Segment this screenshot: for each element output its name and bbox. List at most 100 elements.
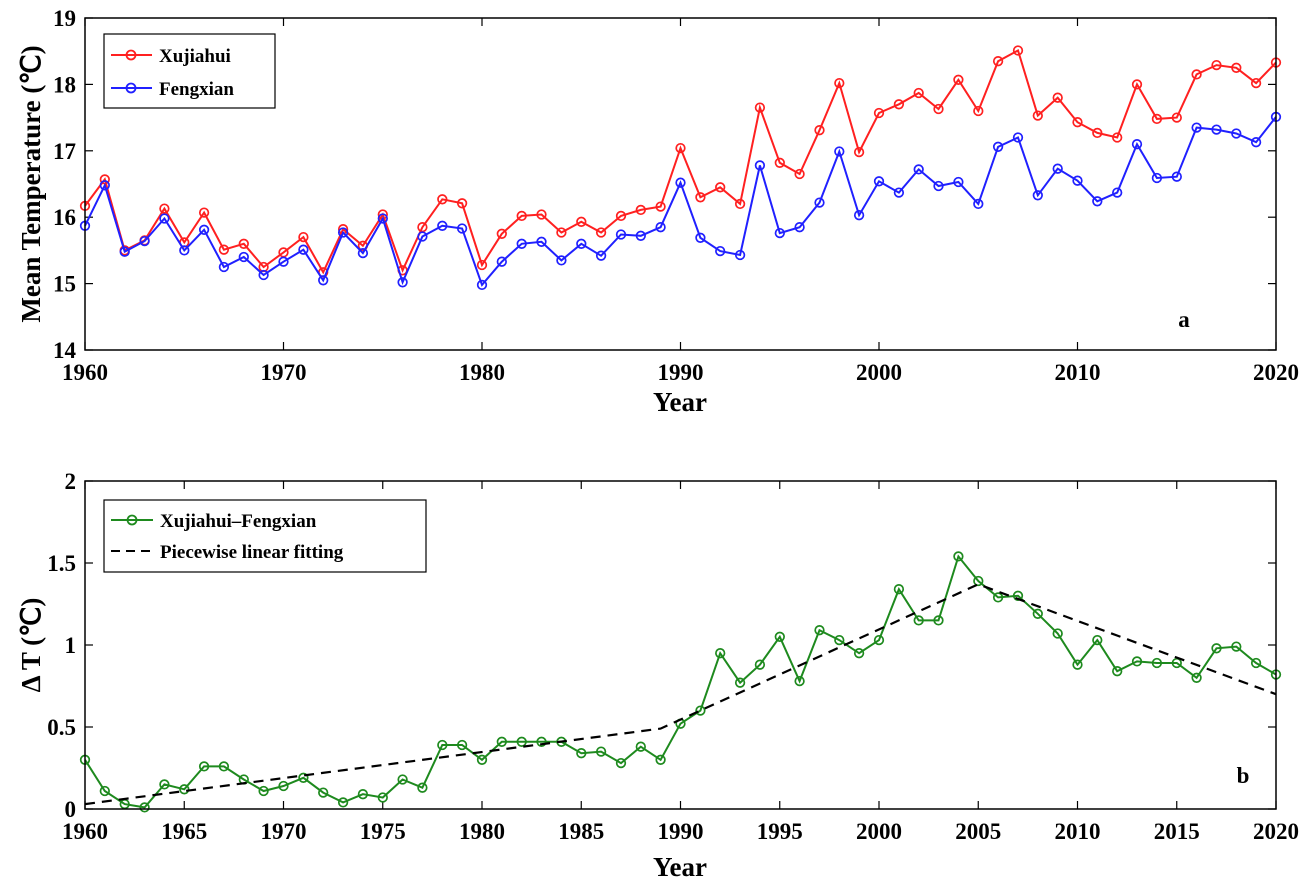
- data-point-xujiahui: [973, 105, 984, 117]
- data-point-fengxian: [754, 160, 766, 171]
- data-point-xujiahui-fengxian: [99, 785, 110, 797]
- panel-a-ylabel: Mean Temperature (℃): [16, 45, 46, 322]
- data-point-fengxian: [1171, 171, 1182, 182]
- data-point-fengxian: [99, 180, 110, 191]
- data-point-xujiahui-fengxian: [953, 551, 964, 562]
- data-point-xujiahui-fengxian: [893, 584, 905, 595]
- data-point-xujiahui-fengxian: [655, 754, 666, 765]
- data-point-xujiahui: [238, 238, 249, 249]
- data-point-fengxian: [437, 220, 448, 231]
- panel-b-xtick-label: 2020: [1253, 819, 1299, 844]
- data-point-xujiahui-fengxian: [298, 772, 309, 783]
- data-point-fengxian: [1131, 139, 1143, 150]
- data-point-xujiahui-fengxian: [179, 784, 190, 795]
- panel-b-xtick-label: 1990: [658, 819, 704, 844]
- data-point-xujiahui-fengxian: [476, 754, 488, 765]
- panel-a-legend-box: [103, 33, 276, 109]
- panel-a-ytick-label: 18: [53, 72, 76, 97]
- data-point-xujiahui-fengxian: [754, 659, 766, 670]
- panel-b-legend-box: [103, 499, 427, 573]
- panel-a-ytick-label: 16: [53, 205, 76, 230]
- data-point-xujiahui-fengxian: [1072, 659, 1083, 670]
- data-point-fengxian: [675, 177, 686, 188]
- data-point-xujiahui-fengxian: [456, 739, 468, 751]
- data-point-xujiahui-fengxian: [1191, 672, 1202, 683]
- data-point-fengxian: [715, 245, 726, 257]
- data-point-xujiahui: [595, 227, 607, 238]
- data-point-xujiahui-fengxian: [814, 625, 825, 636]
- data-point-xujiahui: [456, 198, 468, 209]
- data-point-fengxian: [953, 176, 964, 188]
- panel-b-xtick-label: 2005: [955, 819, 1001, 844]
- legend-label-difference: Xujiahui–Fengxian: [160, 511, 317, 532]
- data-point-xujiahui: [1191, 69, 1202, 80]
- legend-label-fit: Piecewise linear fitting: [160, 542, 344, 563]
- panel-b-ylabel: Δ T (℃): [16, 598, 46, 693]
- panel-a-tag: a: [1178, 307, 1190, 332]
- data-point-xujiahui-fengxian: [576, 748, 587, 759]
- data-point-xujiahui-fengxian: [1092, 634, 1103, 646]
- data-point-xujiahui: [198, 207, 210, 218]
- data-point-xujiahui: [715, 182, 726, 193]
- data-point-xujiahui-fengxian: [1211, 643, 1222, 654]
- data-point-xujiahui: [1092, 127, 1103, 139]
- data-point-xujiahui-fengxian: [1151, 657, 1163, 669]
- data-point-xujiahui-fengxian: [218, 761, 230, 772]
- data-point-xujiahui-fengxian: [595, 746, 607, 757]
- data-point-fengxian: [119, 246, 130, 257]
- panel-b-tag: b: [1237, 763, 1250, 788]
- data-point-xujiahui: [1072, 117, 1083, 128]
- data-point-fengxian: [536, 236, 547, 247]
- data-point-xujiahui-fengxian: [715, 648, 726, 659]
- panel-a-ytick-label: 14: [53, 338, 77, 363]
- data-point-fengxian: [179, 245, 190, 256]
- data-point-xujiahui: [953, 74, 964, 85]
- panel-a-xlabel: Year: [653, 387, 707, 417]
- panel-b-xtick-label: 1975: [360, 819, 406, 844]
- data-point-fengxian: [377, 213, 388, 224]
- data-point-xujiahui-fengxian: [357, 789, 369, 800]
- data-point-fengxian: [198, 224, 210, 235]
- data-point-xujiahui: [754, 102, 766, 113]
- series-line-xujiahui-fengxian: [84, 554, 1277, 809]
- data-point-xujiahui: [437, 194, 448, 205]
- data-point-fengxian: [159, 213, 170, 224]
- data-point-fengxian: [1231, 128, 1242, 139]
- data-point-xujiahui-fengxian: [417, 782, 428, 793]
- data-point-xujiahui: [1250, 77, 1262, 89]
- data-point-fengxian: [1250, 137, 1262, 148]
- data-point-xujiahui-fengxian: [734, 677, 746, 688]
- data-point-xujiahui: [556, 227, 567, 238]
- legend-marker-difference: [126, 514, 138, 526]
- panel-b-xtick-label: 2010: [1055, 819, 1101, 844]
- data-point-xujiahui: [1052, 92, 1063, 103]
- data-point-xujiahui-fengxian: [853, 648, 865, 659]
- data-point-xujiahui: [1231, 62, 1242, 73]
- data-point-xujiahui: [496, 228, 507, 239]
- data-point-xujiahui-fengxian: [258, 785, 269, 797]
- data-point-fengxian: [695, 232, 706, 243]
- data-point-xujiahui: [298, 231, 309, 243]
- data-point-xujiahui: [675, 142, 686, 154]
- legend-label-fengxian: Fengxian: [159, 79, 234, 100]
- data-point-xujiahui-fengxian: [635, 741, 646, 752]
- data-point-xujiahui-fengxian: [1231, 641, 1242, 652]
- panel-a-xtick-label: 2010: [1055, 360, 1101, 385]
- data-point-xujiahui: [1211, 59, 1222, 71]
- data-point-fengxian: [1092, 196, 1103, 207]
- panel-a-xtick-label: 1980: [459, 360, 505, 385]
- data-point-xujiahui-fengxian: [397, 774, 408, 785]
- data-point-fengxian: [1211, 124, 1222, 135]
- data-point-xujiahui-fengxian: [318, 787, 329, 798]
- panel-b-xtick-label: 1995: [757, 819, 803, 844]
- data-point-xujiahui: [635, 204, 646, 216]
- data-point-fengxian: [893, 187, 905, 198]
- data-point-xujiahui-fengxian: [139, 802, 150, 813]
- data-point-fengxian: [635, 230, 646, 241]
- data-point-fengxian: [1012, 132, 1024, 143]
- data-point-xujiahui: [853, 146, 865, 158]
- data-point-fengxian: [417, 231, 428, 242]
- data-point-fengxian: [1052, 163, 1063, 174]
- panel-b-frame: [84, 480, 1277, 810]
